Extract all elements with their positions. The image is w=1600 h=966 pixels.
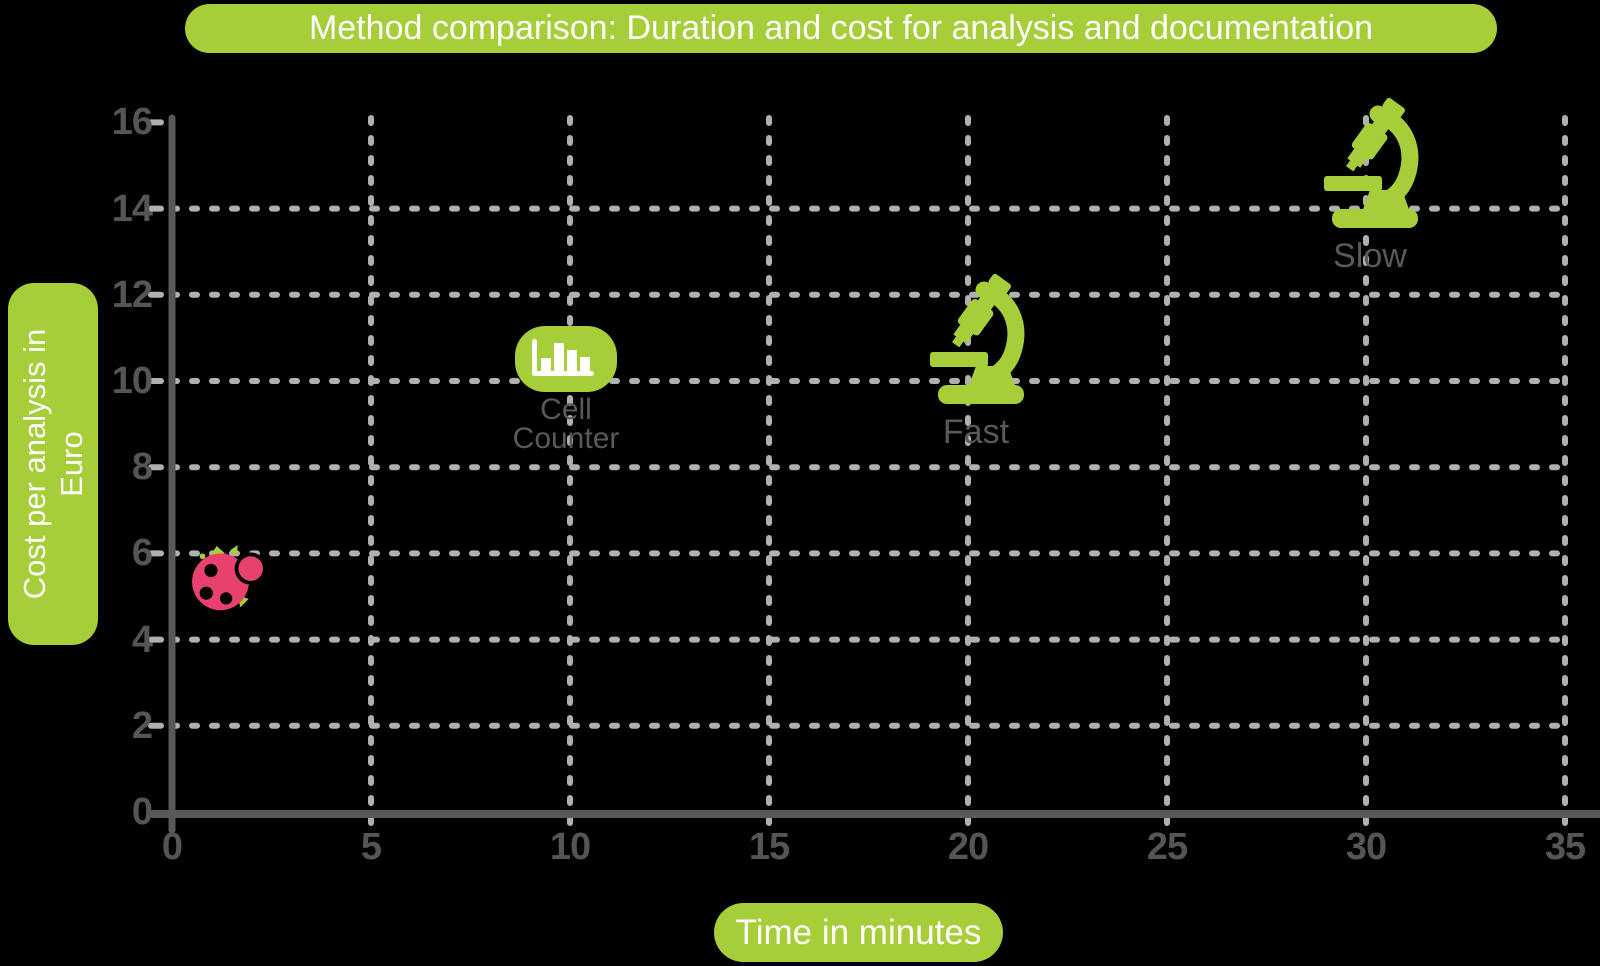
y-tick-label: 14	[111, 187, 153, 230]
data-point-cell-counter: Cell Counter	[513, 326, 619, 454]
chart-title: Method comparison: Duration and cost for…	[308, 9, 1374, 47]
chart-title-pill: Method comparison: Duration and cost for…	[185, 4, 1497, 53]
x-tick-label: 35	[1544, 826, 1586, 868]
y-tick-label: 0	[131, 791, 153, 833]
x-tick-label: 10	[549, 826, 591, 868]
y-tick-label: 8	[131, 446, 153, 489]
x-axis-label: Time in minutes	[735, 912, 982, 952]
data-point-slow: Slow	[1320, 94, 1420, 275]
microscope-icon	[929, 274, 1025, 405]
y-tick-label: 4	[131, 618, 153, 661]
data-point-cell-sample	[190, 544, 266, 614]
point-label-slow: Slow	[1333, 236, 1407, 275]
data-point-fast: Fast	[926, 270, 1026, 451]
y-tick-label: 6	[131, 532, 153, 575]
x-tick-label: 20	[947, 826, 989, 868]
point-label-fast: Fast	[942, 413, 1010, 452]
x-tick-label: 15	[748, 826, 790, 868]
x-axis-label-pill: Time in minutes	[714, 903, 1003, 962]
y-tick-label: 2	[131, 704, 153, 747]
point-label-cell-counter: Cell Counter	[512, 393, 620, 456]
bar-chart-icon	[532, 339, 595, 377]
y-axis-label-pill: Cost per analysis in Euro	[8, 283, 98, 645]
y-tick-label: 16	[111, 101, 153, 144]
x-tick-label: 30	[1345, 826, 1387, 868]
x-tick-label: 0	[161, 826, 183, 868]
microscope-icon	[1323, 97, 1419, 228]
y-tick-label: 12	[111, 273, 153, 316]
pink-cell-icon	[191, 545, 266, 611]
y-tick-label: 10	[111, 360, 153, 402]
cell-counter-badge	[515, 326, 618, 393]
x-tick-label: 25	[1146, 826, 1188, 868]
x-tick-label: 5	[360, 826, 382, 868]
